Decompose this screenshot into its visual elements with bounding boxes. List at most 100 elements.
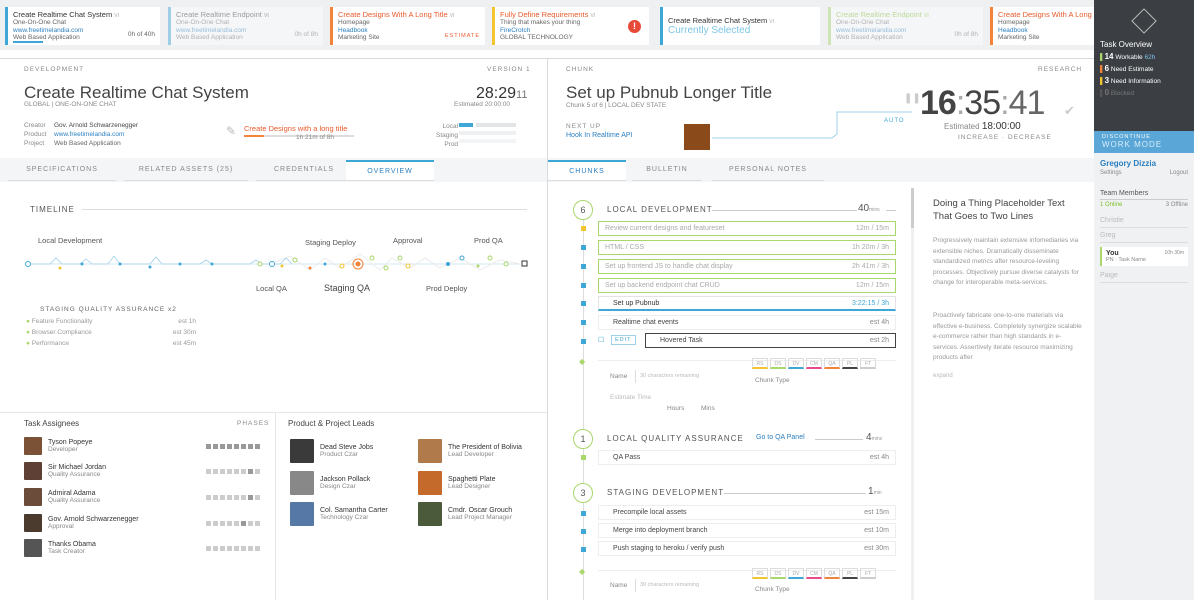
time-adjust[interactable]: INCREASE · DECREASE bbox=[958, 134, 1052, 141]
lead[interactable]: Jackson Pollack Design Czar bbox=[290, 471, 370, 495]
task-card[interactable]: Create Realtime Endpoint VI One-On-One C… bbox=[168, 7, 323, 45]
lead[interactable]: Dead Steve Jobs Product Czar bbox=[290, 439, 373, 463]
checkbox-icon[interactable]: ☐ bbox=[598, 337, 605, 344]
product-link[interactable]: www.freetimelandia.com bbox=[54, 131, 125, 138]
tab-credentials[interactable]: CREDENTIALS bbox=[256, 160, 352, 181]
task-card[interactable]: Fully Define Requirements VI Thing that … bbox=[492, 7, 649, 45]
task-card[interactable]: Create Designs With A Long Homepage Head… bbox=[990, 7, 1094, 45]
card-title: Create Realtime Chat System bbox=[13, 10, 113, 19]
add-chunk-icon[interactable]: ◆ bbox=[579, 357, 586, 366]
name-input[interactable]: 30 characters remaining bbox=[635, 370, 745, 383]
work-mode-button[interactable]: DISCONTINUE WORK MODE bbox=[1094, 131, 1194, 153]
sqa-item[interactable]: ● Performance est 45m bbox=[26, 340, 196, 347]
chunk-row[interactable]: Review current designs and featureset 12m… bbox=[598, 221, 896, 236]
research-label[interactable]: RESEARCH bbox=[1038, 66, 1083, 73]
task-card[interactable]: Create Designs With A Long Title VI Home… bbox=[330, 7, 485, 45]
mins-input[interactable]: Mins bbox=[701, 405, 715, 412]
team-member[interactable]: Christie bbox=[1100, 217, 1188, 228]
assignee[interactable]: Gov. Arnold Schwarzenegger Approval bbox=[24, 513, 139, 533]
pencil-icon[interactable]: ✎ bbox=[226, 124, 237, 138]
lead[interactable]: Spaghetti Plate Lead Designer bbox=[418, 471, 495, 495]
chunk-type-selector[interactable]: RS DS DV CM QA PL FT bbox=[752, 358, 876, 369]
divider bbox=[598, 570, 896, 571]
card-link[interactable]: FireCrotch bbox=[500, 26, 531, 34]
pause-icon[interactable]: ❚❚ bbox=[904, 93, 921, 104]
chunk-row[interactable]: Push staging to heroku / verify push est … bbox=[598, 541, 896, 556]
chunk-row[interactable]: HTML / CSS 1h 20m / 3h bbox=[598, 240, 896, 255]
chunk-row[interactable]: Merge into deployment branch est 10m bbox=[598, 523, 896, 538]
card-link[interactable]: Headbook bbox=[998, 26, 1028, 34]
divider bbox=[724, 493, 866, 494]
timeline-graph[interactable] bbox=[20, 248, 535, 284]
group-count: 1 bbox=[573, 429, 593, 449]
card-link[interactable]: Headbook bbox=[338, 26, 368, 34]
status-marker bbox=[581, 264, 586, 269]
team-member[interactable]: Paige bbox=[1100, 272, 1188, 283]
stat-workable[interactable]: ▌14 Workable 62h bbox=[1100, 52, 1156, 61]
qa-panel-link[interactable]: Go to QA Panel bbox=[756, 434, 805, 441]
divider bbox=[82, 209, 527, 210]
group-title[interactable]: STAGING DEVELOPMENT bbox=[607, 488, 725, 497]
chunk-type-label: Chunk Type bbox=[755, 586, 790, 593]
tab-chunks[interactable]: CHUNKS bbox=[548, 160, 626, 181]
task-card[interactable]: Create Realtime Chat System VI One-On-On… bbox=[5, 7, 160, 45]
timeline-label-current: Staging QA bbox=[324, 283, 371, 293]
group-title[interactable]: LOCAL QUALITY ASSURANCE bbox=[607, 434, 744, 443]
edit-button[interactable]: EDIT bbox=[611, 335, 636, 345]
sqa-item[interactable]: ● Browser Compliance est 30m bbox=[26, 329, 196, 336]
lead[interactable]: Col. Samantha Carter Technology Czar bbox=[290, 502, 388, 526]
scrollbar[interactable] bbox=[911, 188, 914, 600]
card-link[interactable]: www.freetimelandia.com bbox=[13, 26, 84, 34]
group-title[interactable]: LOCAL DEVELOPMENT bbox=[607, 205, 713, 214]
task-card[interactable]: Create Realtime Endpoint VI One-On-One C… bbox=[828, 7, 983, 45]
hours-input[interactable]: Hours bbox=[667, 405, 685, 412]
tab-overview[interactable]: OVERVIEW bbox=[346, 160, 434, 181]
divider bbox=[547, 58, 548, 600]
team-member[interactable]: Greg bbox=[1100, 232, 1188, 243]
chunk-row[interactable]: Precompile local assets est 15m bbox=[598, 505, 896, 520]
team-member-you[interactable]: You 10h 30m PN · Task Name bbox=[1100, 247, 1188, 266]
chunk-row[interactable]: Set up frontend JS to handle chat displa… bbox=[598, 259, 896, 274]
tab-bulletin[interactable]: BULLETIN bbox=[632, 160, 702, 181]
user-name[interactable]: Gregory Dizzia bbox=[1100, 159, 1157, 168]
lead[interactable]: The President of Bolivia Lead Developer bbox=[418, 439, 522, 463]
settings-link[interactable]: Settings bbox=[1100, 170, 1122, 176]
chunk-row[interactable]: Realtime chat events est 4h bbox=[598, 315, 896, 330]
chunk-row[interactable]: QA Pass est 4h bbox=[598, 450, 896, 465]
sqa-item[interactable]: ● Feature Functionality est 1h bbox=[26, 318, 196, 325]
chunk-row[interactable]: Set up backend endpoint chat CRUD 12m / 1… bbox=[598, 278, 896, 293]
avatar bbox=[24, 488, 42, 506]
stat-blocked[interactable]: ▌0 Blocked bbox=[1100, 88, 1134, 97]
blocker-time: 1h 21m of 8h bbox=[296, 134, 334, 141]
check-icon[interactable]: ✔ bbox=[1064, 103, 1075, 118]
next-up-link[interactable]: Hook In Realtime API bbox=[566, 132, 633, 139]
assignee[interactable]: Tyson Popeye Developer bbox=[24, 436, 92, 456]
logout-link[interactable]: Logout bbox=[1169, 170, 1188, 176]
assignee[interactable]: Sir Michael Jordan Quality Assurance bbox=[24, 461, 106, 481]
task-card-selected[interactable]: Create Realtime Chat System VI Currently… bbox=[660, 7, 820, 45]
status-marker bbox=[581, 283, 586, 288]
estimate-badge[interactable]: ESTIMATE bbox=[444, 33, 480, 39]
chunk-track bbox=[583, 210, 584, 600]
group-time: 1min bbox=[868, 486, 882, 497]
stat-need-estimate[interactable]: ▌6 Need Estimate bbox=[1100, 64, 1154, 73]
card-link[interactable]: www.freetimelandia.com bbox=[176, 26, 247, 34]
add-chunk-icon[interactable]: ◆ bbox=[579, 567, 586, 576]
assignee[interactable]: Thanks Obama Task Creator bbox=[24, 538, 96, 558]
tab-related-assets[interactable]: RELATED ASSETS (25) bbox=[124, 160, 248, 181]
section-label: CHUNK bbox=[566, 66, 595, 73]
card-link[interactable]: www.freetimelandia.com bbox=[836, 26, 907, 34]
auto-toggle[interactable]: AUTO bbox=[884, 118, 905, 124]
tab-personal-notes[interactable]: PERSONAL NOTES bbox=[712, 160, 824, 181]
chunk-type-selector[interactable]: RS DS DV CM QA PL FT bbox=[752, 568, 876, 579]
expand-link[interactable]: expand bbox=[933, 373, 953, 379]
lead[interactable]: Cmdr. Oscar Grouch Lead Project Manager bbox=[418, 502, 512, 526]
assignees-title: Task Assignees bbox=[24, 419, 80, 428]
chunk-row-hovered[interactable]: Hovered Task est 2h bbox=[645, 333, 896, 348]
name-input[interactable]: 30 characters remaining bbox=[635, 579, 745, 592]
chunk-row-active[interactable]: Set up Pubnub 3:22:15 / 3h bbox=[598, 296, 896, 311]
tab-specifications[interactable]: SPECIFICATIONS bbox=[8, 160, 116, 181]
stat-need-information[interactable]: ▌3 Need Information bbox=[1100, 76, 1161, 85]
blocker-link[interactable]: Create Designs with a long title bbox=[244, 124, 348, 133]
assignee[interactable]: Admiral Adama Quality Assurance bbox=[24, 487, 100, 507]
